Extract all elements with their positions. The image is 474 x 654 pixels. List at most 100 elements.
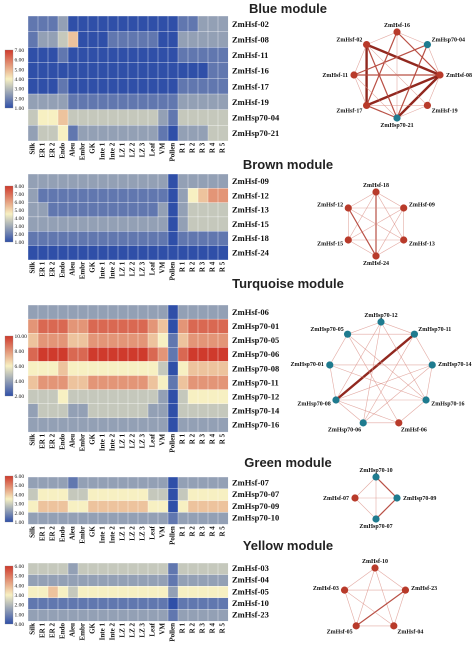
heatmap-cell	[97, 375, 109, 390]
heatmap-cell	[177, 597, 189, 610]
heatmap-cell	[147, 375, 159, 390]
heatmap-cell	[207, 216, 219, 232]
legend-tick: 6.00	[15, 200, 25, 206]
heatmap-cell	[137, 375, 149, 390]
gene-label: ZmHsf-07	[232, 477, 270, 487]
heatmap-cell	[157, 389, 169, 405]
heatmap-cell	[187, 78, 199, 95]
heatmap-cell	[207, 609, 219, 622]
heatmap-cell	[127, 562, 139, 575]
heatmap-cell	[147, 562, 159, 575]
heatmap-cell	[127, 597, 139, 610]
heatmap-cell	[197, 202, 209, 218]
heatmap-cell	[187, 245, 199, 261]
heatmap-cell	[77, 574, 89, 587]
heatmap-cell	[137, 173, 149, 189]
heatmap-cell	[107, 586, 119, 599]
heatmap-cell	[177, 216, 189, 232]
heatmap-cell	[157, 202, 169, 218]
heatmap-cell	[197, 245, 209, 261]
heatmap-cell	[27, 216, 39, 232]
heatmap-cell	[37, 304, 49, 320]
heatmap-cell	[57, 231, 69, 246]
gene-label: ZmHsp70-05	[232, 335, 279, 345]
heatmap-cell	[167, 333, 179, 348]
heatmap-cell	[207, 389, 219, 405]
heatmap-cell	[147, 173, 159, 189]
heatmap-cell	[217, 202, 229, 218]
heatmap-cell	[97, 318, 109, 334]
heatmap-cell	[167, 512, 179, 525]
gene-label: ZmHsp70-10	[232, 513, 279, 523]
tissue-label: Embr	[79, 434, 87, 452]
heatmap-cell	[57, 389, 69, 405]
tissue-label: Pollen	[169, 623, 177, 642]
heatmap-cell	[177, 93, 189, 110]
gene-label: ZmHsp70-04	[232, 113, 280, 123]
heatmap-cell	[217, 597, 229, 610]
heatmap-cell	[77, 488, 89, 501]
network-node-label: ZmHsp70-12	[364, 313, 397, 319]
tissue-label: Leaf	[149, 622, 157, 636]
heatmap-cell	[77, 403, 89, 419]
heatmap-cell	[47, 125, 59, 142]
heatmap-cell	[197, 574, 209, 587]
heatmap-cell	[67, 216, 79, 232]
heatmap-cell	[47, 562, 59, 575]
heatmap-cell	[107, 417, 119, 433]
heatmap-cell	[97, 574, 109, 587]
heatmap-cell	[197, 403, 209, 419]
module-title: Brown module	[243, 157, 333, 172]
legend-tick: 6.00	[15, 58, 25, 64]
network-edge	[347, 321, 382, 335]
heatmap-cell	[207, 31, 219, 48]
heatmap-cell	[117, 476, 129, 490]
heatmap-cell	[197, 488, 209, 501]
heatmap-cell	[67, 333, 79, 348]
tissue-label: ER 2	[49, 433, 57, 448]
heatmap-cell	[107, 500, 119, 513]
network-node-label: ZmHsf-04	[397, 630, 423, 636]
heatmap-cell	[107, 216, 119, 232]
network-node-label: ZmHsp70-16	[431, 402, 464, 408]
heatmap-cell	[27, 47, 39, 64]
tissue-label: R 1	[179, 623, 187, 634]
tissue-label: Embr	[79, 262, 87, 280]
heatmap-cell	[177, 574, 189, 587]
heatmap-cell	[127, 347, 139, 362]
heatmap-cell	[107, 31, 119, 48]
gene-label: ZmHsf-03	[232, 563, 269, 573]
heatmap-cell	[217, 574, 229, 587]
heatmap-cell	[67, 417, 79, 433]
heatmap-cell	[87, 93, 99, 110]
heatmap-cell	[197, 375, 209, 390]
gene-label: ZmHsf-02	[232, 19, 269, 29]
heatmap-cell	[147, 93, 159, 110]
heatmap-cell	[157, 609, 169, 622]
network-node-label: ZmHsp70-21	[380, 123, 413, 129]
network-edge	[335, 399, 364, 424]
heatmap-cell	[97, 78, 109, 95]
heatmap-cell	[167, 15, 179, 32]
heatmap-cell	[137, 31, 149, 48]
heatmap-cell	[87, 245, 99, 261]
heatmap-cell	[177, 333, 189, 348]
heatmap-cell	[157, 216, 169, 232]
tissue-label: Inte 2	[109, 623, 117, 641]
heatmap-cell	[47, 109, 59, 126]
heatmap-cell	[217, 500, 229, 513]
heatmap-cell	[87, 500, 99, 513]
heatmap-cell	[117, 597, 129, 610]
legend-tick: 5.00	[15, 67, 25, 73]
heatmap-cell	[137, 347, 149, 362]
network-edge	[375, 239, 404, 257]
gene-label: ZmHsf-17	[232, 81, 270, 91]
network-node-label: ZmHsf-11	[322, 73, 348, 79]
color-legend	[4, 475, 14, 523]
module-title: Yellow module	[243, 538, 333, 553]
heatmap-cell	[217, 47, 229, 64]
heatmap-cell	[87, 31, 99, 48]
heatmap-cell	[137, 586, 149, 599]
heatmap-cell	[147, 231, 159, 246]
legend-tick: 1.00	[15, 520, 25, 526]
